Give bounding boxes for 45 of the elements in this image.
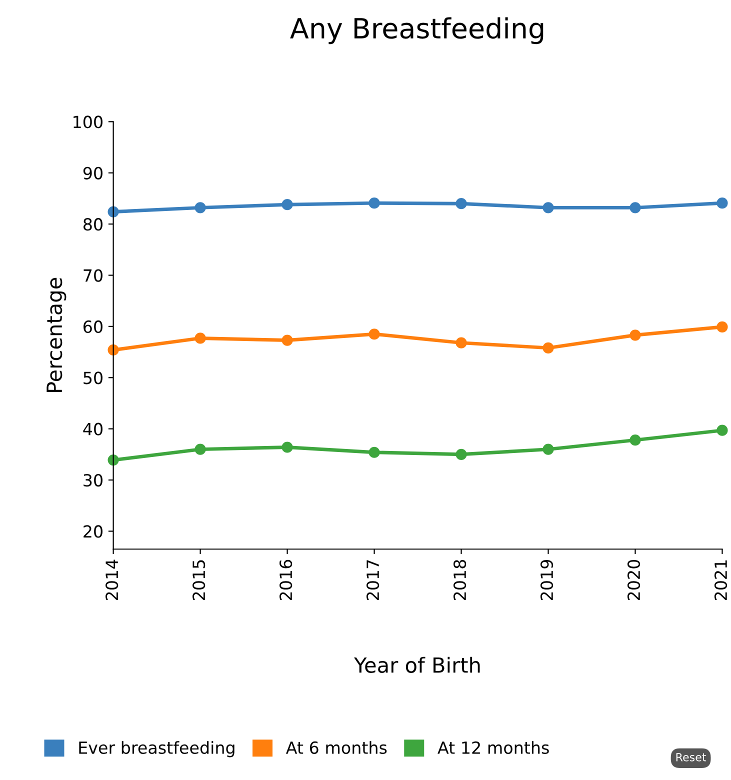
y-tick-label: 80 <box>84 218 102 231</box>
point <box>542 444 554 455</box>
point <box>194 202 206 214</box>
point <box>630 434 641 446</box>
x-tick-label: 2015 <box>192 560 206 600</box>
point <box>716 198 728 209</box>
point <box>542 342 554 354</box>
point <box>456 448 467 460</box>
y-tick-label: 100 <box>74 116 102 128</box>
y-tick-label: 90 <box>83 166 102 180</box>
point <box>368 198 380 209</box>
y-axis-title: Percentage <box>46 278 66 392</box>
point <box>630 330 641 341</box>
x-axis-title: Year of Birth <box>354 656 480 673</box>
point <box>716 424 728 436</box>
chart-title: Any Breastfeeding <box>290 17 544 44</box>
y-tick-label: 70 <box>84 269 102 282</box>
x-tick-label: 2016 <box>280 560 292 600</box>
point <box>542 202 554 214</box>
legend-label: At 6 months <box>286 741 387 754</box>
point <box>194 444 206 455</box>
text: Reset <box>676 753 706 762</box>
point <box>282 199 293 210</box>
point <box>456 337 467 348</box>
point <box>368 328 380 340</box>
x-tick-label: 2020 <box>627 560 640 600</box>
x-tick-label: 2018 <box>453 560 466 600</box>
legend-label: Ever breastfeeding <box>79 741 234 758</box>
x-tick-label: 2014 <box>106 560 118 600</box>
point <box>368 446 380 458</box>
x-tick-label: 2017 <box>366 560 380 600</box>
point <box>716 321 728 333</box>
x-tick-label: 2019 <box>540 560 554 600</box>
y-tick-label: 60 <box>84 320 102 334</box>
y-tick-label: 30 <box>84 474 102 487</box>
point <box>630 202 641 214</box>
point <box>282 334 293 346</box>
legend-label: At 12 months <box>438 741 549 754</box>
point <box>456 198 467 210</box>
y-tick-label: 20 <box>84 525 102 538</box>
point <box>282 442 293 453</box>
y-tick-label: 50 <box>84 372 102 384</box>
x-tick-label: 2021 <box>714 560 728 600</box>
y-tick-label: 40 <box>83 422 102 436</box>
point <box>194 332 206 344</box>
